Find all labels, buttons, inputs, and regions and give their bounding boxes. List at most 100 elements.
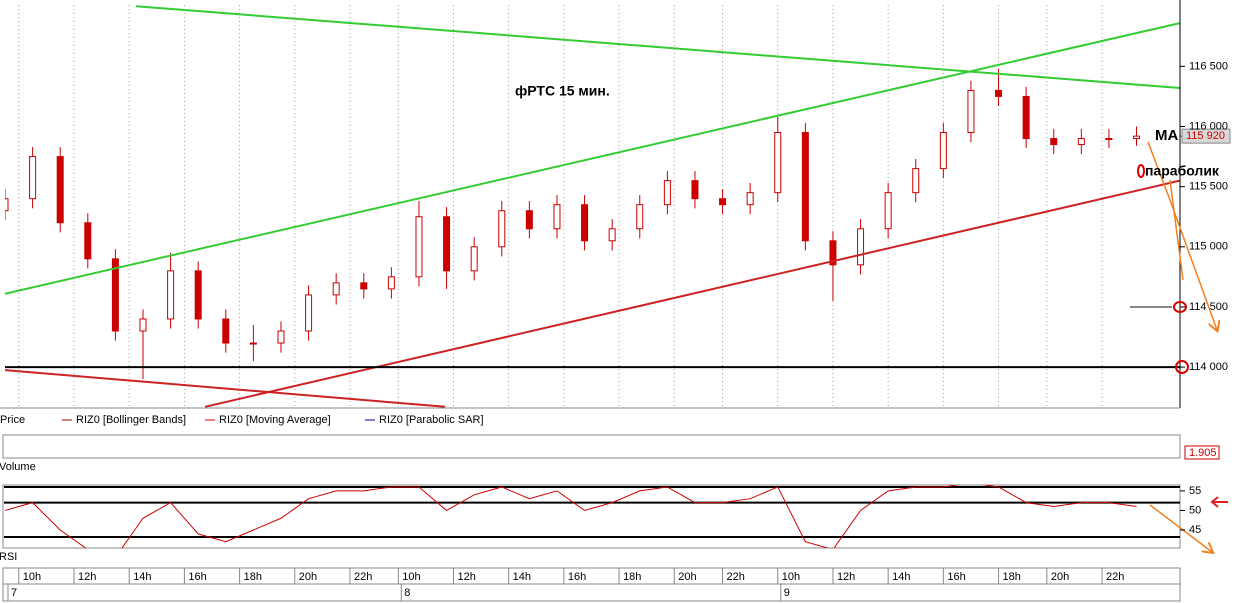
trend-line (5, 22, 1180, 295)
circle-mark (1173, 301, 1187, 313)
candle-body (1050, 138, 1058, 146)
candle-body (1133, 135, 1141, 140)
x-tick-label: 14h (513, 571, 531, 583)
x-tick-label: 22h (354, 571, 372, 583)
rsi-plot (4, 485, 1180, 548)
date-tick-label: 9 (784, 587, 790, 599)
x-tick-label: 20h (1051, 571, 1069, 583)
x-tick-label: 18h (623, 571, 641, 583)
rsi-panel (2, 484, 1181, 549)
x-tick-label: 14h (892, 571, 910, 583)
candle-body (995, 89, 1003, 97)
candle-body (1077, 138, 1085, 146)
x-tick-label: 12h (837, 571, 855, 583)
x-tick-label: 16h (947, 571, 965, 583)
chart-title: фРТС 15 мин. (515, 83, 610, 99)
candle-body (167, 270, 175, 320)
y-tick-label: 116 500 (1189, 60, 1228, 72)
x-tick-label: 22h (727, 571, 745, 583)
y-tick-label: 114 500 (1189, 301, 1228, 313)
y-tick-label: 45 (1189, 524, 1201, 536)
candle-body (332, 282, 340, 296)
candle-body (111, 258, 119, 332)
last-price-box (1181, 128, 1231, 144)
candle-body (84, 222, 92, 260)
candle-body (746, 192, 754, 206)
y-tick-label: 115 000 (1189, 241, 1228, 253)
trend-line (136, 5, 1180, 90)
price-plot (5, 5, 1180, 408)
x-tick-label: 10h (23, 571, 41, 583)
candle-body (691, 180, 699, 200)
candle-body (636, 204, 644, 230)
candle-body (415, 216, 423, 278)
candle-body (222, 318, 230, 344)
rsi-line (4, 485, 1137, 548)
candle-body (277, 330, 285, 344)
candle-body (829, 240, 837, 266)
candle-body (553, 204, 561, 230)
candle-body (719, 198, 727, 206)
candle-body (139, 318, 147, 332)
x-tick-label: 20h (678, 571, 696, 583)
candle-body (5, 198, 9, 212)
last-price-label: 115 920 (1186, 130, 1225, 142)
circle-mark (1175, 360, 1189, 374)
annotation: МА (1155, 127, 1178, 144)
arrow (1210, 496, 1228, 508)
value-box (1184, 445, 1220, 460)
x-tick-label: 16h (188, 571, 206, 583)
candle-body (525, 210, 533, 230)
overlay: 115 920 (1180, 128, 1231, 144)
trend-line (204, 179, 1180, 408)
x-tick-label: 22h (1106, 571, 1124, 583)
legend-label: RIZ0 [Parabolic SAR] (379, 414, 484, 426)
candle-body (387, 276, 395, 290)
y-tick-label: 50 (1189, 504, 1201, 516)
volume-value: 1.905 (1189, 447, 1217, 459)
y-tick-label: 114 000 (1189, 361, 1228, 373)
legend-label: RIZ0 [Bollinger Bands] (76, 414, 186, 426)
candle-body (360, 282, 368, 290)
legend-label: RIZ0 [Moving Average] (219, 414, 331, 426)
candle-body (305, 294, 313, 332)
volume-panel (2, 434, 1181, 459)
date-tick-label: 7 (11, 587, 17, 599)
arrow (1147, 141, 1217, 330)
candle-body (663, 180, 671, 206)
panel-label: Volume (0, 461, 36, 473)
candle-body (443, 216, 451, 272)
x-tick-label: 18h (1003, 571, 1021, 583)
x-tick-label: 20h (299, 571, 317, 583)
candle-body (884, 192, 892, 230)
x-tick-label: 14h (133, 571, 151, 583)
y-tick-label: 116 000 (1189, 120, 1228, 132)
arrow (1169, 179, 1184, 281)
candle-body (774, 132, 782, 194)
arrow (1149, 504, 1212, 552)
x-tick-label: 12h (457, 571, 475, 583)
candle-body (1105, 138, 1113, 141)
annotation: параболик (1145, 163, 1220, 179)
candle-body (967, 89, 975, 134)
candle-body (498, 210, 506, 248)
y-tick-label: 55 (1189, 485, 1201, 497)
circle-mark (1137, 164, 1145, 178)
candle-body (801, 132, 809, 242)
candle-body (249, 342, 257, 345)
x-tick-label: 12h (78, 571, 96, 583)
candle-body (56, 156, 64, 224)
panel-label: RSI (0, 551, 17, 563)
x-tick-label: 16h (568, 571, 586, 583)
candle-body (470, 246, 478, 272)
x-tick-label: 18h (244, 571, 262, 583)
trend-line (5, 369, 446, 408)
candle-body (1022, 95, 1030, 140)
candle-body (608, 228, 616, 242)
candle-body (581, 204, 589, 242)
date-tick-label: 8 (404, 587, 410, 599)
legend-label: Price (0, 414, 25, 426)
candle-body (939, 132, 947, 170)
